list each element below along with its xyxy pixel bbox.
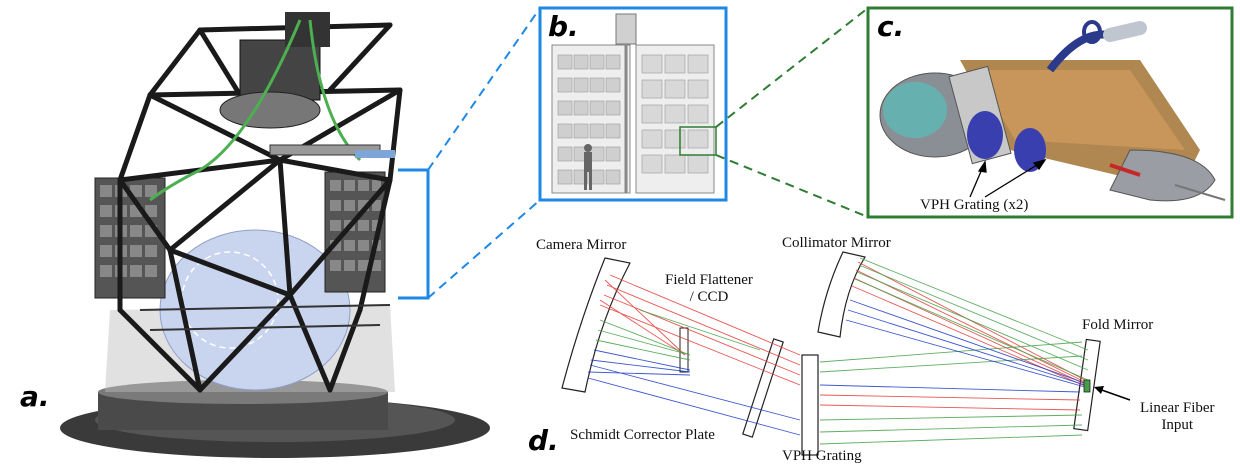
panel-label-d: d.: [528, 424, 559, 457]
label-camera-mirror: Camera Mirror: [536, 237, 627, 253]
green-connectors: [715, 7, 869, 218]
panel-label-a: a.: [20, 380, 50, 413]
label-vph-grating: VPH Grating: [782, 448, 862, 464]
blue-bracket: [398, 7, 541, 300]
label-collimator-mirror: Collimator Mirror: [782, 235, 891, 251]
optical-diagram: [561, 251, 1131, 456]
label-schmidt-corrector: Schmidt Corrector Plate: [570, 427, 715, 443]
label-linear-fiber-line2: Input: [1161, 417, 1194, 433]
panel-b-box: [538, 6, 728, 202]
label-linear-fiber-line1: Linear Fiber: [1140, 400, 1215, 416]
label-fold-mirror: Fold Mirror: [1082, 317, 1154, 333]
panel-c-box: [866, 6, 1234, 219]
panel-label-b: b.: [548, 10, 579, 43]
fiber-input-arrow: [1094, 386, 1131, 401]
label-field-flattener: Field Flattener / CCD: [665, 272, 753, 306]
label-vph-grating-x2: VPH Grating (x2): [920, 197, 1029, 213]
label-field-flattener-line1: Field Flattener: [665, 272, 753, 288]
panel-label-c: c.: [877, 10, 905, 43]
person-silhouette: [584, 144, 592, 190]
label-field-flattener-line2: / CCD: [689, 289, 729, 305]
telescope-illustration: [60, 12, 490, 458]
label-linear-fiber-input: Linear Fiber Input: [1140, 400, 1215, 434]
